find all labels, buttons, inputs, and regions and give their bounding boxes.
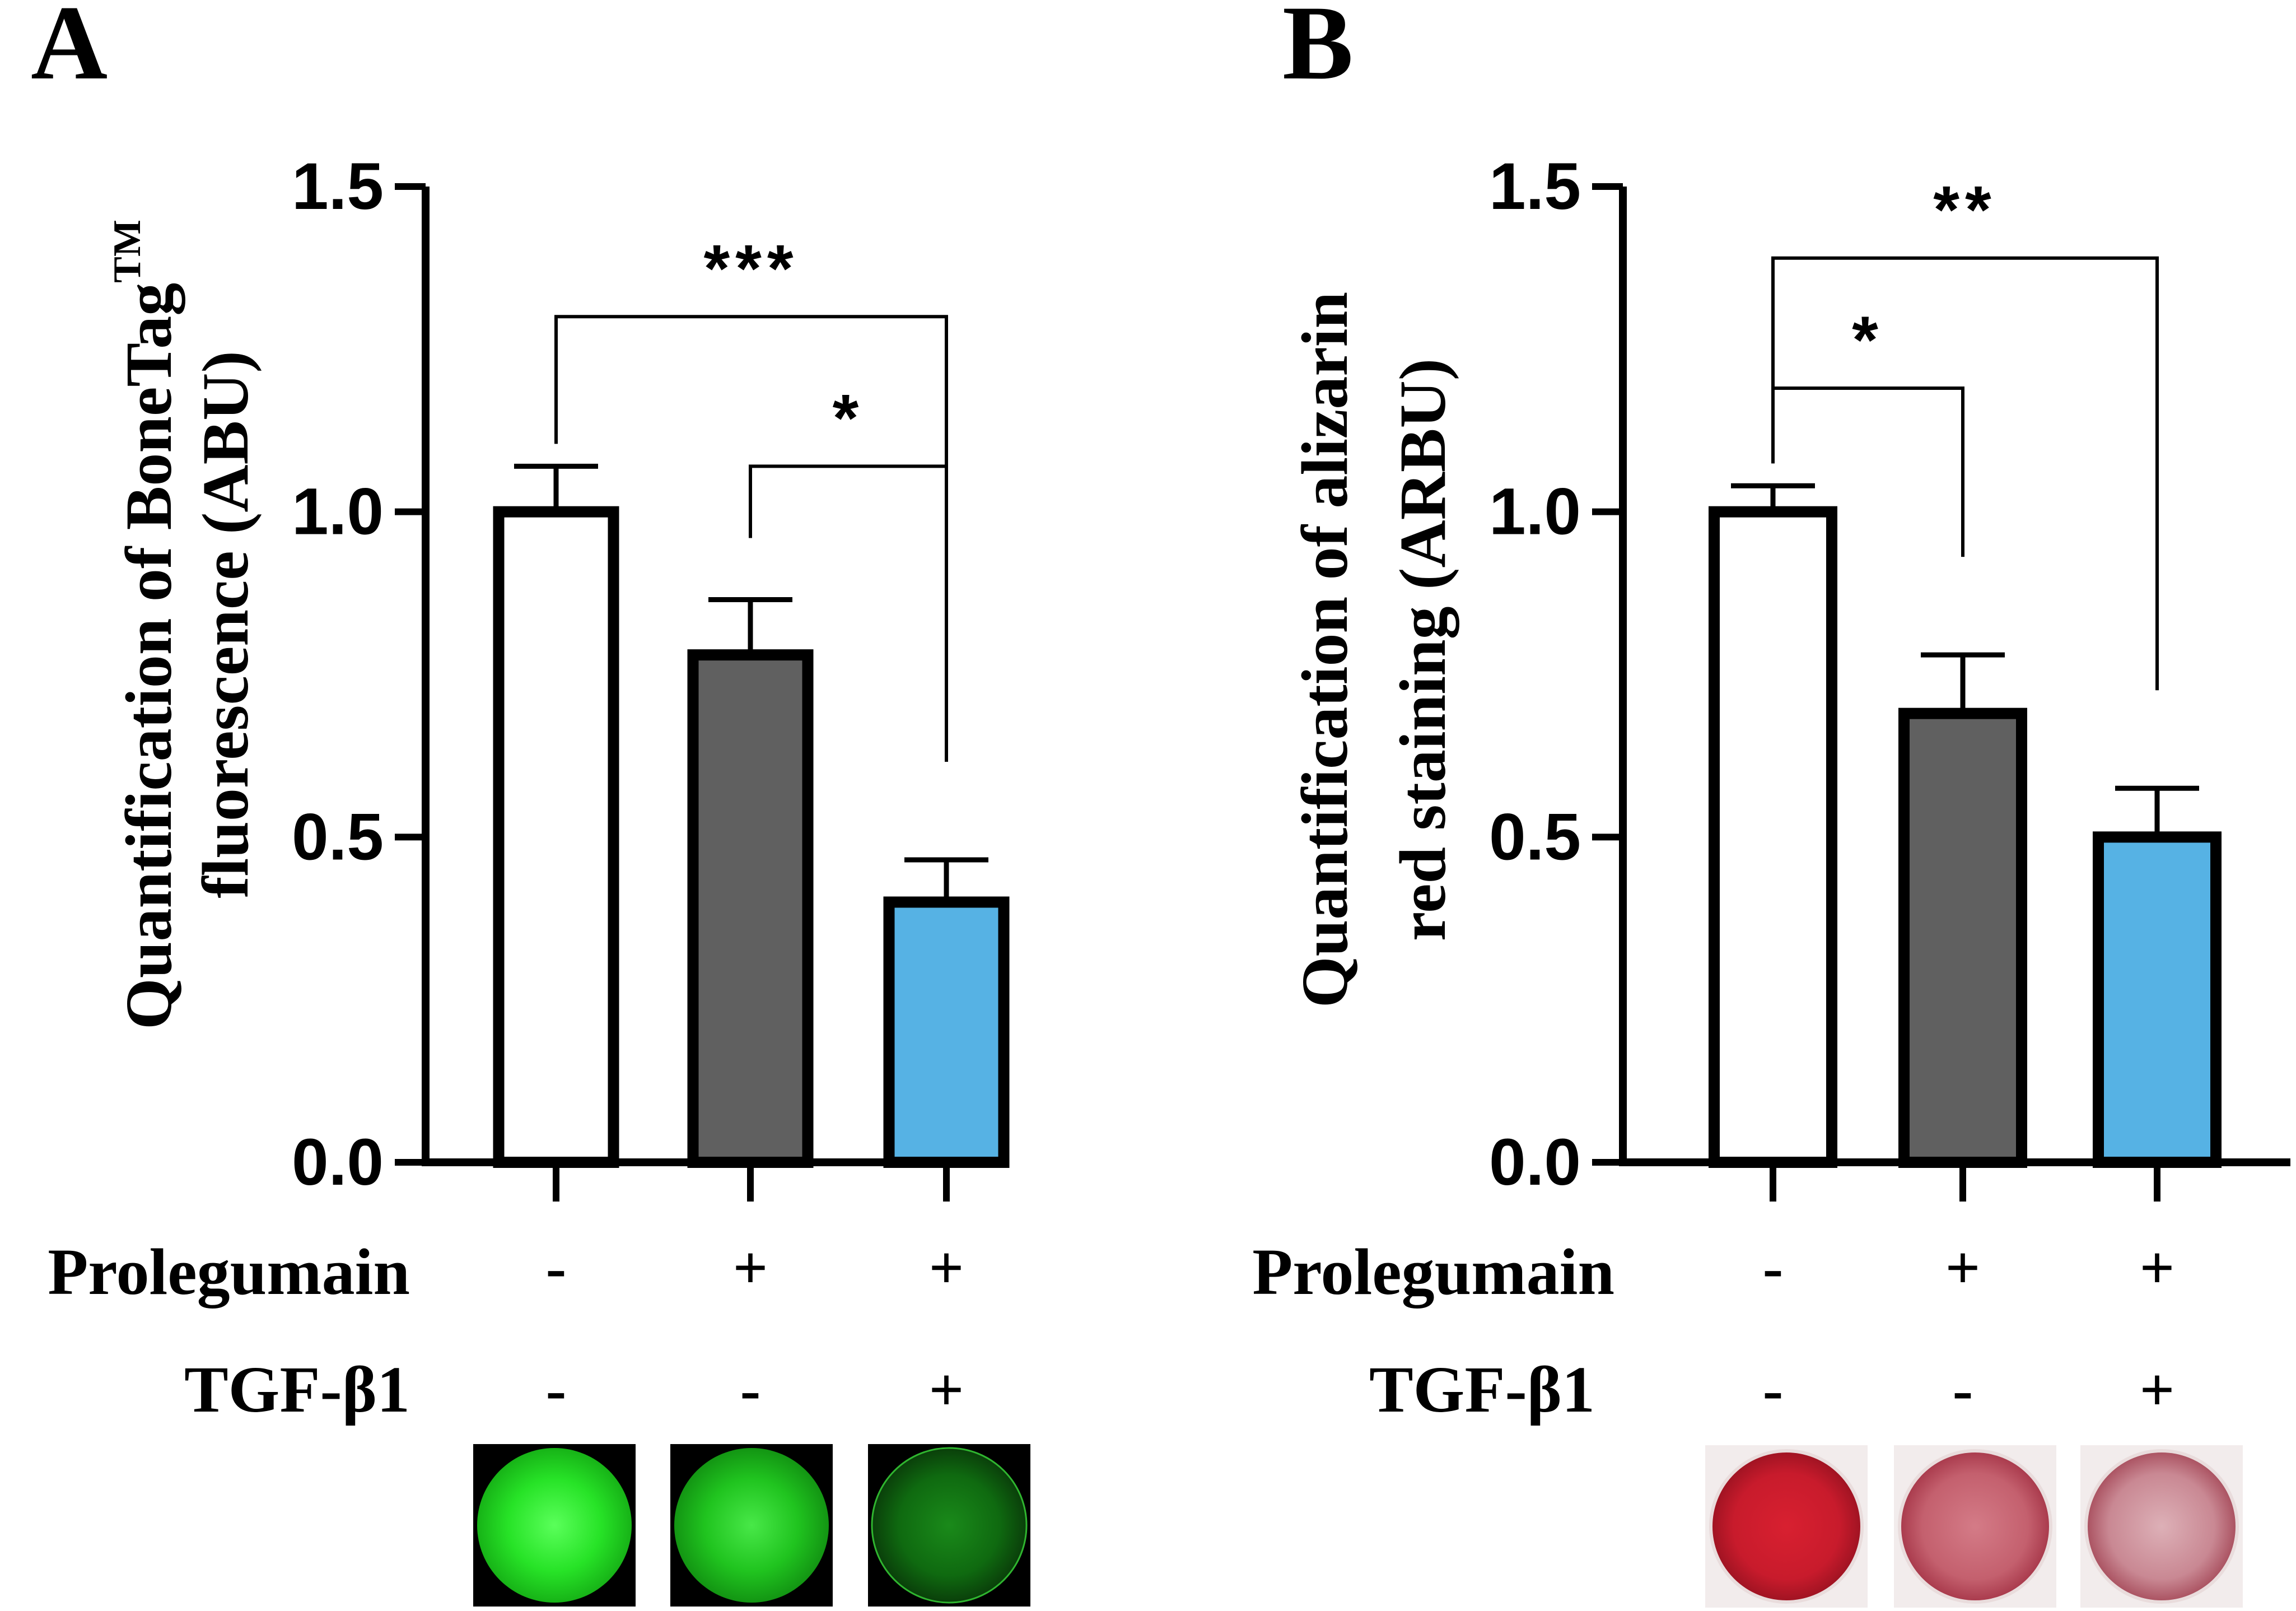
alizarin-red-well-3 <box>2080 1445 2243 1608</box>
chart-b-row1-value: + <box>2140 1233 2175 1302</box>
bar <box>2093 831 2222 1168</box>
significance-label: ** <box>1933 173 1996 248</box>
bar <box>1709 506 1837 1168</box>
bar <box>1898 707 2027 1168</box>
chart-b-row2-value: - <box>1763 1356 1784 1424</box>
panel-a: A 0.00.51.01.5**** Quantification of Bon… <box>31 0 1030 1607</box>
green-fluorescence-well-3 <box>868 1444 1030 1607</box>
chart-b-ylabel-line1: Quantification of alizarin <box>1288 292 1361 1008</box>
y-tick-label: 0.5 <box>1489 800 1581 874</box>
y-tick-label: 1.0 <box>1489 475 1581 549</box>
chart-a-row1-value: + <box>929 1233 964 1302</box>
bar <box>883 896 1010 1168</box>
chart-a-row2-value: - <box>546 1356 567 1424</box>
chart-b-row1-label: Prolegumain <box>1252 1235 1614 1309</box>
alizarin-red-well-2 <box>1894 1445 2056 1608</box>
chart-a-row1-label: Prolegumain <box>48 1235 410 1309</box>
chart-a-row1-value: + <box>733 1233 768 1302</box>
significance-bracket <box>1771 256 2159 691</box>
y-tick-label: 1.5 <box>292 150 384 224</box>
y-tick-label: 1.0 <box>292 475 384 549</box>
y-tick-label: 0.0 <box>1489 1125 1581 1199</box>
panel-a-letter: A <box>31 0 108 102</box>
chart-b-row2-value: + <box>2140 1356 2175 1424</box>
chart-a-row2-label: TGF-β1 <box>184 1353 410 1426</box>
significance-bracket <box>749 464 948 762</box>
y-tick-label: 1.5 <box>1489 150 1581 224</box>
chart-b-ylabel-line2: red staining (ARBU) <box>1386 358 1459 941</box>
panel-b-letter: B <box>1282 0 1354 102</box>
significance-label: * <box>833 380 865 455</box>
bar <box>687 649 814 1168</box>
chart-b-row1-value: + <box>1945 1233 1981 1302</box>
green-fluorescence-well-2 <box>670 1444 833 1607</box>
y-tick-label: 0.0 <box>292 1125 384 1199</box>
green-fluorescence-well-1 <box>473 1444 636 1607</box>
chart-b-row1-value: - <box>1763 1233 1784 1302</box>
chart-a-ylabel-line1: Quantification of BoneTagTM <box>106 220 185 1030</box>
bar <box>493 506 619 1168</box>
chart-b-row2-value: - <box>1953 1356 1973 1424</box>
significance-label: *** <box>703 231 799 306</box>
y-tick-label: 0.5 <box>292 800 384 874</box>
chart-a-ylabel-line2: fluorescence (ABU) <box>189 351 262 898</box>
significance-bracket <box>1771 387 1964 557</box>
chart-a-row2-value: - <box>740 1356 761 1424</box>
alizarin-red-well-1 <box>1705 1445 1868 1608</box>
significance-label: * <box>1852 302 1884 378</box>
chart-a-row1-value: - <box>546 1233 567 1302</box>
chart-a-row2-value: + <box>929 1356 964 1424</box>
chart-b-row2-label: TGF-β1 <box>1369 1353 1595 1426</box>
chart-b: 0.00.51.01.5 *** <box>1489 150 2290 1202</box>
panel-b: B 0.00.51.01.5 *** Quantification of aliz… <box>1252 0 2290 1608</box>
chart-a: 0.00.51.01.5**** <box>292 150 1010 1202</box>
